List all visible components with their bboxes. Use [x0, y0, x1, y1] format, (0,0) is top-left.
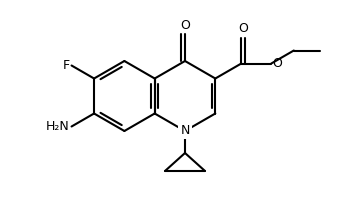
Text: O: O: [180, 19, 190, 32]
Text: H₂N: H₂N: [46, 120, 70, 133]
Text: O: O: [272, 57, 282, 70]
Text: O: O: [238, 22, 248, 36]
Text: N: N: [180, 125, 190, 137]
Text: F: F: [63, 59, 70, 72]
